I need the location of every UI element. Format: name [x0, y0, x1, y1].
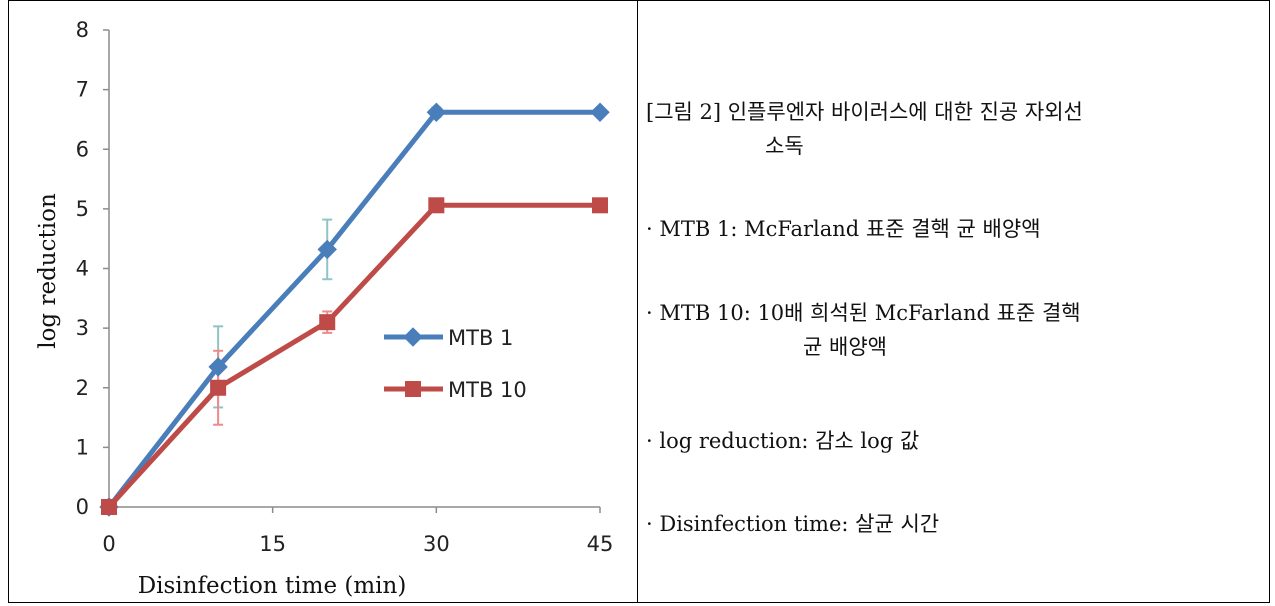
- y-tick-label: 0: [76, 495, 89, 519]
- data-point-2: [319, 314, 336, 331]
- x-tick-label: 45: [587, 532, 614, 556]
- legend-label: MTB 10: [448, 378, 527, 402]
- legend-entry-2: MTB 10: [384, 378, 527, 402]
- chart-legend: MTB 1 MTB 10: [384, 326, 527, 402]
- y-tick-label: 8: [76, 18, 89, 42]
- legend-entry-1: MTB 1: [384, 326, 513, 350]
- y-tick-label: 4: [76, 257, 89, 281]
- caption-disinfection-time: · Disinfection time: 살균 시간: [646, 512, 940, 536]
- x-tick-labels: 0 15 30 45: [102, 532, 613, 556]
- x-axis-title: Disinfection time (min): [138, 573, 407, 599]
- data-point-2: [101, 499, 117, 515]
- caption-mtb10-line2: 균 배양액: [803, 335, 887, 359]
- series-lines: [107, 109, 600, 509]
- data-point-1: [208, 357, 228, 377]
- data-point-1: [426, 102, 447, 122]
- caption-log-reduction: · log reduction: 감소 log 값: [646, 429, 920, 453]
- data-point-1: [317, 239, 337, 260]
- x-tick-label: 30: [423, 532, 450, 556]
- y-tick-label: 3: [76, 316, 89, 340]
- data-point-2: [592, 197, 608, 214]
- chart-axes: [103, 29, 601, 513]
- caption-title-line2: 소독: [765, 134, 804, 158]
- data-point-1: [590, 102, 610, 122]
- y-tick-label: 7: [76, 78, 89, 102]
- y-tick-label: 5: [76, 197, 89, 221]
- series-line-1: [107, 109, 600, 509]
- y-axis-title: log reduction: [35, 193, 61, 349]
- data-point-2: [210, 379, 227, 396]
- y-tick-labels: 0 1 2 3 4 5 6 7 8: [76, 18, 89, 519]
- y-tick-label: 1: [76, 435, 89, 459]
- x-tick-label: 15: [259, 532, 286, 556]
- x-tick-label: 0: [102, 532, 115, 556]
- data-point-2: [428, 197, 445, 214]
- table-frame: [8, 0, 1270, 603]
- caption-mtb1: · MTB 1: McFarland 표준 결핵 균 배양액: [646, 217, 1041, 241]
- caption-mtb10-line1: · MTB 10: 10배 희석된 McFarland 표준 결핵: [646, 301, 1081, 325]
- y-tick-label: 6: [76, 137, 89, 161]
- caption-title-line1: [그림 2] 인플루엔자 바이러스에 대한 진공 자외선: [646, 100, 1083, 124]
- series-line-2: [107, 202, 600, 509]
- error-bars: [213, 106, 442, 426]
- y-tick-label: 2: [76, 376, 89, 400]
- legend-label: MTB 1: [448, 326, 513, 350]
- table-divider: [637, 0, 638, 603]
- series-markers: [99, 102, 610, 517]
- legend-marker: [405, 381, 421, 397]
- legend-marker: [403, 327, 423, 347]
